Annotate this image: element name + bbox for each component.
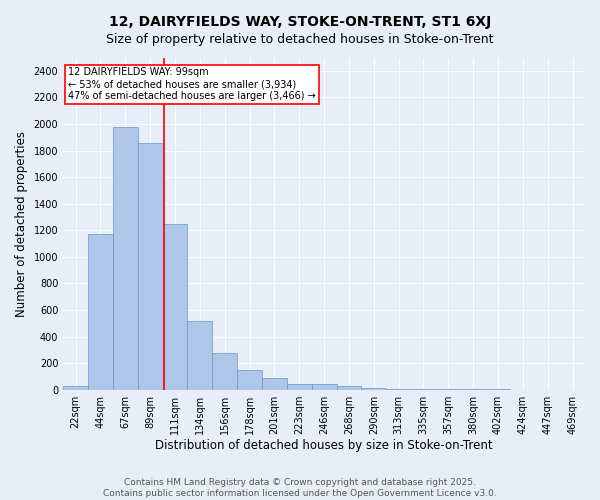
Bar bbox=[63, 386, 88, 390]
Bar bbox=[163, 224, 187, 390]
Text: Size of property relative to detached houses in Stoke-on-Trent: Size of property relative to detached ho… bbox=[106, 32, 494, 46]
Bar bbox=[262, 378, 287, 390]
Text: 12 DAIRYFIELDS WAY: 99sqm
← 53% of detached houses are smaller (3,934)
47% of se: 12 DAIRYFIELDS WAY: 99sqm ← 53% of detac… bbox=[68, 68, 316, 100]
Y-axis label: Number of detached properties: Number of detached properties bbox=[15, 130, 28, 316]
Bar bbox=[237, 370, 262, 390]
Bar bbox=[138, 142, 163, 390]
Bar bbox=[212, 353, 237, 390]
Bar bbox=[187, 322, 212, 390]
Bar bbox=[113, 126, 138, 390]
Bar bbox=[287, 384, 311, 390]
Bar bbox=[361, 388, 386, 390]
Text: 12, DAIRYFIELDS WAY, STOKE-ON-TRENT, ST1 6XJ: 12, DAIRYFIELDS WAY, STOKE-ON-TRENT, ST1… bbox=[109, 15, 491, 29]
X-axis label: Distribution of detached houses by size in Stoke-on-Trent: Distribution of detached houses by size … bbox=[155, 440, 493, 452]
Bar bbox=[337, 386, 361, 390]
Text: Contains HM Land Registry data © Crown copyright and database right 2025.
Contai: Contains HM Land Registry data © Crown c… bbox=[103, 478, 497, 498]
Bar bbox=[311, 384, 337, 390]
Bar bbox=[88, 234, 113, 390]
Bar bbox=[386, 389, 411, 390]
